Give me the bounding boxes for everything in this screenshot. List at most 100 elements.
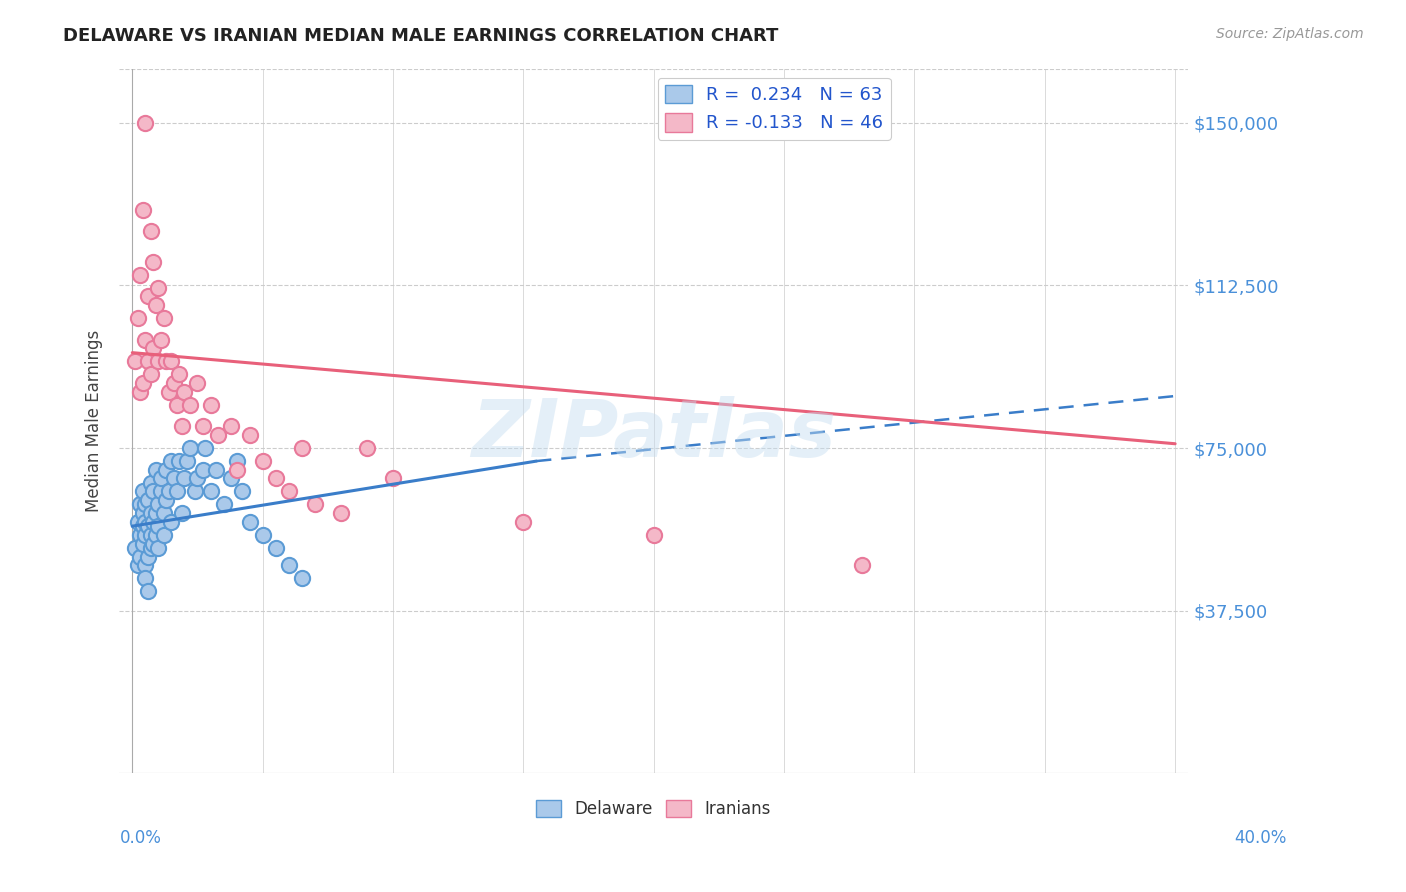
Point bbox=[643, 528, 665, 542]
Point bbox=[173, 471, 195, 485]
Point bbox=[204, 463, 226, 477]
Point bbox=[136, 519, 159, 533]
Point bbox=[252, 528, 274, 542]
Point bbox=[134, 571, 156, 585]
Point bbox=[207, 428, 229, 442]
Point bbox=[382, 471, 405, 485]
Point bbox=[512, 515, 534, 529]
Point bbox=[152, 310, 174, 325]
Point bbox=[136, 584, 159, 599]
Text: Source: ZipAtlas.com: Source: ZipAtlas.com bbox=[1216, 27, 1364, 41]
Point bbox=[149, 333, 172, 347]
Point bbox=[170, 506, 193, 520]
Point bbox=[160, 515, 183, 529]
Point bbox=[152, 506, 174, 520]
Text: 40.0%: 40.0% bbox=[1234, 829, 1286, 847]
Point bbox=[132, 536, 155, 550]
Point bbox=[264, 541, 287, 555]
Point bbox=[139, 368, 162, 382]
Point bbox=[239, 515, 262, 529]
Point bbox=[176, 454, 198, 468]
Point bbox=[155, 354, 177, 368]
Point bbox=[139, 506, 162, 520]
Point bbox=[145, 506, 167, 520]
Point bbox=[142, 484, 165, 499]
Point bbox=[134, 558, 156, 573]
Point bbox=[221, 471, 243, 485]
Point bbox=[166, 398, 188, 412]
Point bbox=[191, 419, 214, 434]
Point bbox=[148, 280, 170, 294]
Point bbox=[129, 384, 152, 399]
Point bbox=[129, 498, 152, 512]
Y-axis label: Median Male Earnings: Median Male Earnings bbox=[86, 330, 103, 512]
Point bbox=[239, 428, 262, 442]
Point bbox=[356, 441, 378, 455]
Point bbox=[170, 419, 193, 434]
Point bbox=[148, 541, 170, 555]
Point bbox=[132, 484, 155, 499]
Point bbox=[191, 463, 214, 477]
Point bbox=[145, 528, 167, 542]
Point bbox=[231, 484, 253, 499]
Point bbox=[186, 471, 208, 485]
Point bbox=[132, 506, 155, 520]
Point bbox=[136, 289, 159, 303]
Point bbox=[124, 541, 146, 555]
Point bbox=[225, 463, 247, 477]
Point bbox=[132, 376, 155, 390]
Point bbox=[252, 454, 274, 468]
Point bbox=[277, 558, 299, 573]
Point bbox=[194, 441, 217, 455]
Point bbox=[139, 224, 162, 238]
Point bbox=[139, 541, 162, 555]
Legend: Delaware, Iranians: Delaware, Iranians bbox=[530, 794, 778, 825]
Point bbox=[184, 484, 207, 499]
Point bbox=[200, 398, 222, 412]
Point bbox=[136, 493, 159, 508]
Point bbox=[134, 116, 156, 130]
Point bbox=[291, 441, 314, 455]
Point bbox=[200, 484, 222, 499]
Point bbox=[134, 528, 156, 542]
Point bbox=[155, 463, 177, 477]
Point bbox=[166, 484, 188, 499]
Point bbox=[132, 202, 155, 217]
Point bbox=[163, 376, 186, 390]
Point bbox=[329, 506, 352, 520]
Point bbox=[851, 558, 873, 573]
Point bbox=[127, 310, 149, 325]
Point bbox=[277, 484, 299, 499]
Point bbox=[129, 268, 152, 282]
Point bbox=[142, 515, 165, 529]
Point bbox=[160, 454, 183, 468]
Point bbox=[157, 484, 180, 499]
Point bbox=[163, 471, 186, 485]
Point bbox=[264, 471, 287, 485]
Point bbox=[145, 463, 167, 477]
Point bbox=[124, 354, 146, 368]
Point bbox=[142, 254, 165, 268]
Point bbox=[149, 484, 172, 499]
Point bbox=[132, 519, 155, 533]
Point bbox=[212, 498, 235, 512]
Point bbox=[221, 419, 243, 434]
Point bbox=[148, 498, 170, 512]
Point bbox=[134, 333, 156, 347]
Point bbox=[127, 558, 149, 573]
Point bbox=[148, 519, 170, 533]
Point bbox=[304, 498, 326, 512]
Point bbox=[167, 454, 190, 468]
Point bbox=[139, 475, 162, 490]
Point bbox=[134, 515, 156, 529]
Point bbox=[149, 471, 172, 485]
Point bbox=[129, 549, 152, 564]
Point bbox=[155, 493, 177, 508]
Text: DELAWARE VS IRANIAN MEDIAN MALE EARNINGS CORRELATION CHART: DELAWARE VS IRANIAN MEDIAN MALE EARNINGS… bbox=[63, 27, 779, 45]
Point bbox=[145, 298, 167, 312]
Point bbox=[129, 528, 152, 542]
Point bbox=[167, 368, 190, 382]
Point bbox=[136, 354, 159, 368]
Point bbox=[148, 354, 170, 368]
Point bbox=[225, 454, 247, 468]
